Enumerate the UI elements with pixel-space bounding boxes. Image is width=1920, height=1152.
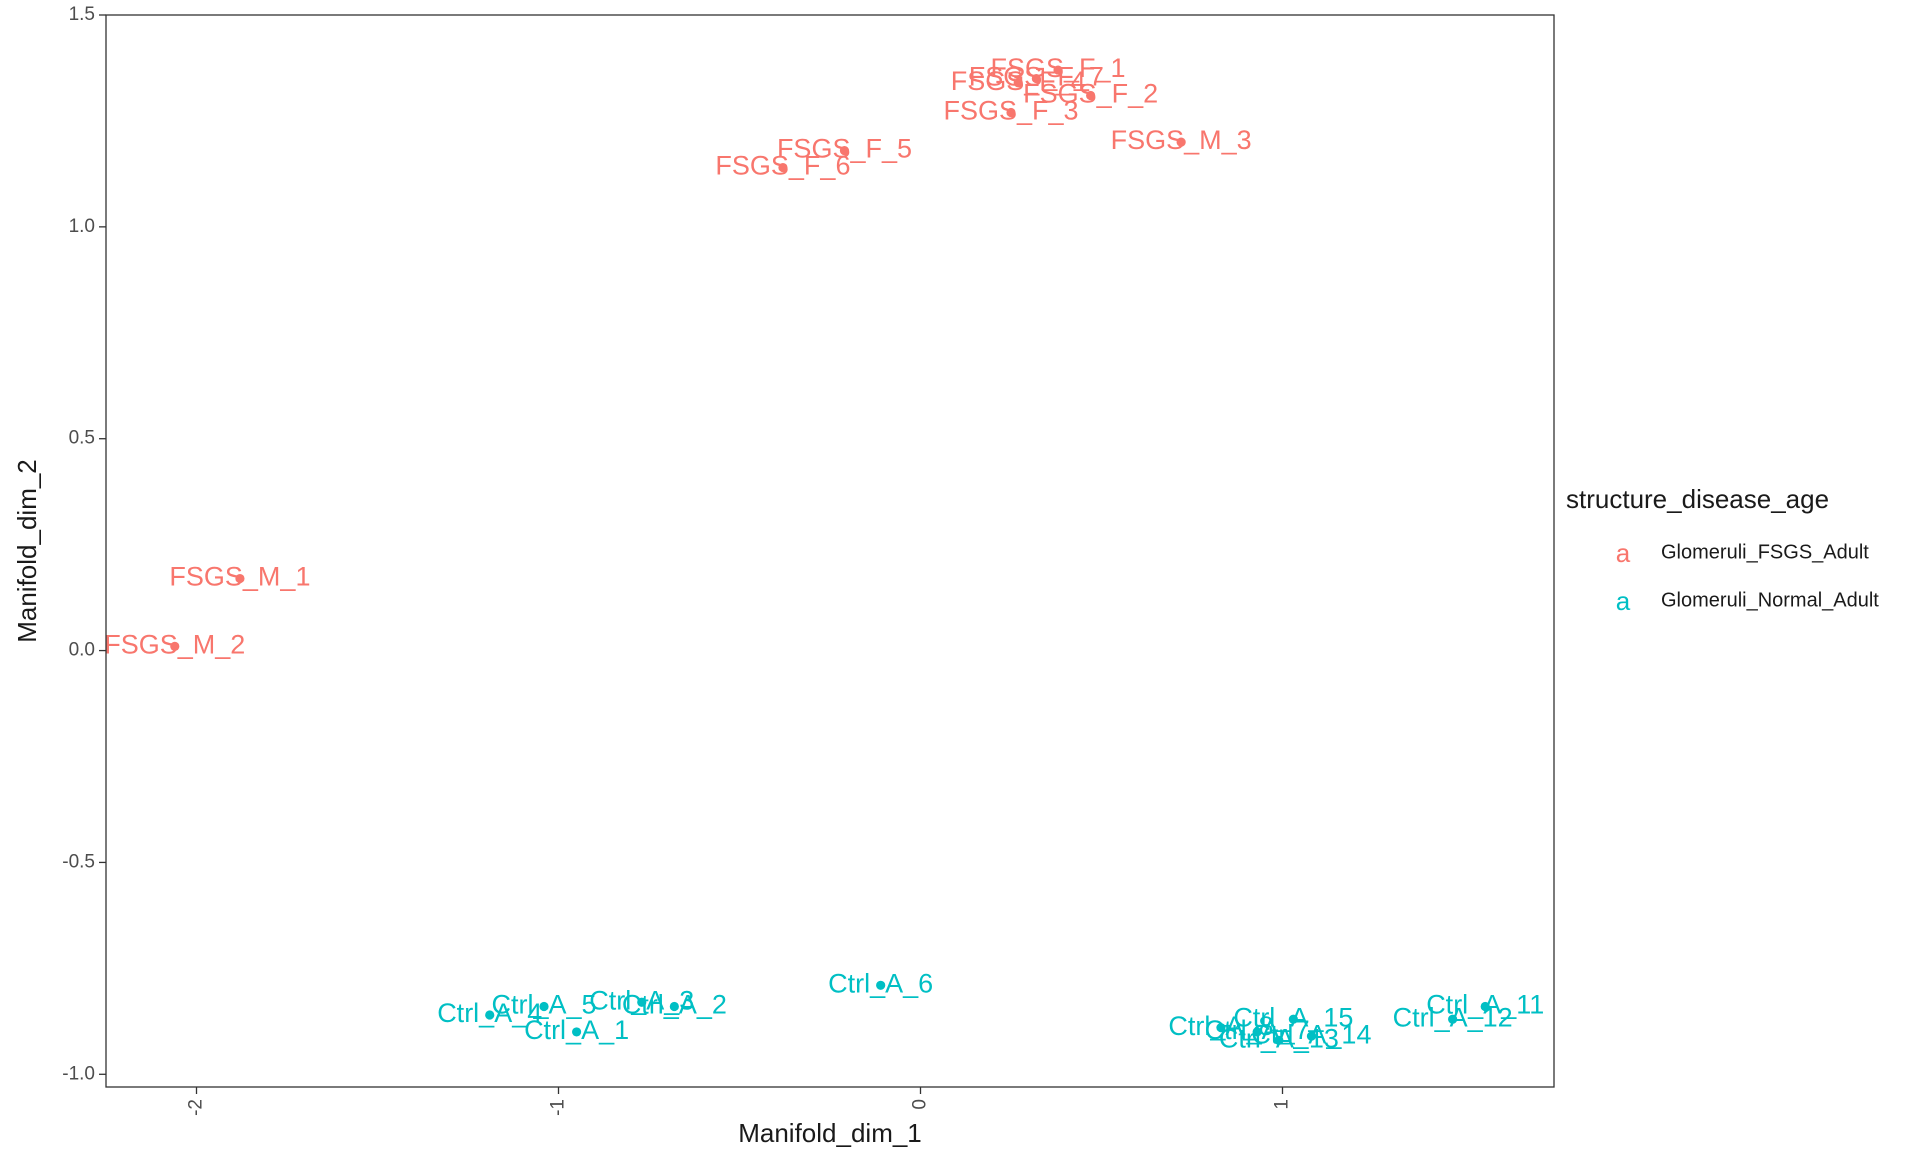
data-point	[485, 1010, 495, 1020]
point-label: Ctrl_A_11	[1426, 990, 1544, 1020]
y-tick-label: -1.0	[62, 1063, 95, 1084]
data-point	[1480, 1001, 1490, 1012]
data-point	[1013, 78, 1023, 88]
point-label: Ctrl_A_1	[524, 1015, 629, 1045]
legend-label: Glomeruli_Normal_Adult	[1661, 589, 1879, 611]
data-point	[539, 1001, 549, 1012]
legend-label: Glomeruli_FSGS_Adult	[1661, 541, 1869, 563]
data-point	[1053, 65, 1063, 75]
data-point	[170, 641, 180, 651]
point-label: FSGS_F_4	[951, 66, 1086, 96]
x-tick-label: -1	[548, 1099, 569, 1116]
data-point	[669, 1001, 679, 1012]
legend: structure_disease_age a Glomeruli_FSGS_Ad…	[1566, 484, 1879, 616]
panel-border	[105, 14, 1555, 1088]
point-label: FSGS_M_3	[1111, 125, 1252, 155]
point-label: Ctrl_A_14	[1251, 1019, 1371, 1049]
y-tick-label: 0.5	[69, 428, 95, 449]
point-label: Ctrl_A_15	[1233, 1002, 1353, 1032]
point-label: FSGS_F_2	[1023, 79, 1158, 109]
legend-key: a	[1616, 538, 1631, 568]
point-label: Ctrl_A_2	[622, 990, 727, 1020]
x-axis-title: Manifold_dim_1	[738, 1118, 922, 1148]
legend-title: structure_disease_age	[1566, 484, 1829, 514]
point-label: FSGS_M_2	[104, 629, 245, 659]
data-point	[572, 1027, 582, 1037]
point-label: Ctrl_A_5	[491, 990, 596, 1020]
x-tick-label: -2	[186, 1099, 207, 1116]
x-axis: -2 -1 0 1	[186, 1087, 1293, 1116]
y-tick-label: 0.0	[69, 640, 95, 661]
point-label: Ctrl_A_7	[1205, 1015, 1310, 1045]
data-point	[1031, 73, 1041, 84]
y-axis-title: Manifold_dim_2	[12, 459, 42, 643]
data-point	[1306, 1031, 1317, 1041]
point-label: FSGS_F_1	[991, 53, 1126, 83]
y-axis: -1.0 -0.5 0.0 0.5 1.0 1.5	[62, 4, 106, 1084]
x-tick-label: 1	[1272, 1099, 1293, 1110]
point-label: FSGS_F_7	[969, 62, 1104, 92]
point-label: Ctrl_A_12	[1393, 1002, 1513, 1032]
y-tick-label: 1.5	[69, 4, 95, 25]
y-tick-label: 1.0	[69, 216, 95, 237]
x-tick-label: 0	[910, 1099, 931, 1110]
point-label: Ctrl_A_13	[1219, 1024, 1339, 1054]
data-point	[778, 162, 788, 173]
legend-key: a	[1616, 586, 1631, 616]
data-point	[235, 573, 245, 584]
data-point	[1086, 90, 1096, 101]
data-point	[1006, 107, 1016, 118]
point-label: Ctrl_A_6	[828, 968, 933, 998]
data-point	[876, 980, 886, 990]
point-label: FSGS_F_6	[715, 151, 850, 181]
point-label: FSGS_F_5	[777, 134, 912, 164]
data-point	[637, 997, 647, 1007]
points-layer: FSGS_F_1FSGS_F_7FSGS_F_4FSGS_F_2FSGS_F_3…	[104, 53, 1544, 1054]
y-tick-label: -0.5	[62, 851, 95, 872]
point-label: FSGS_F_3	[943, 96, 1078, 126]
data-point	[1288, 1014, 1298, 1024]
data-point	[1448, 1014, 1458, 1024]
data-point	[839, 145, 850, 156]
data-point	[1176, 137, 1186, 147]
data-point	[1274, 1035, 1284, 1045]
data-point	[1252, 1027, 1262, 1037]
point-label: Ctrl_A_4	[437, 998, 542, 1028]
point-label: FSGS_M_1	[169, 562, 310, 592]
data-point	[1216, 1023, 1226, 1033]
